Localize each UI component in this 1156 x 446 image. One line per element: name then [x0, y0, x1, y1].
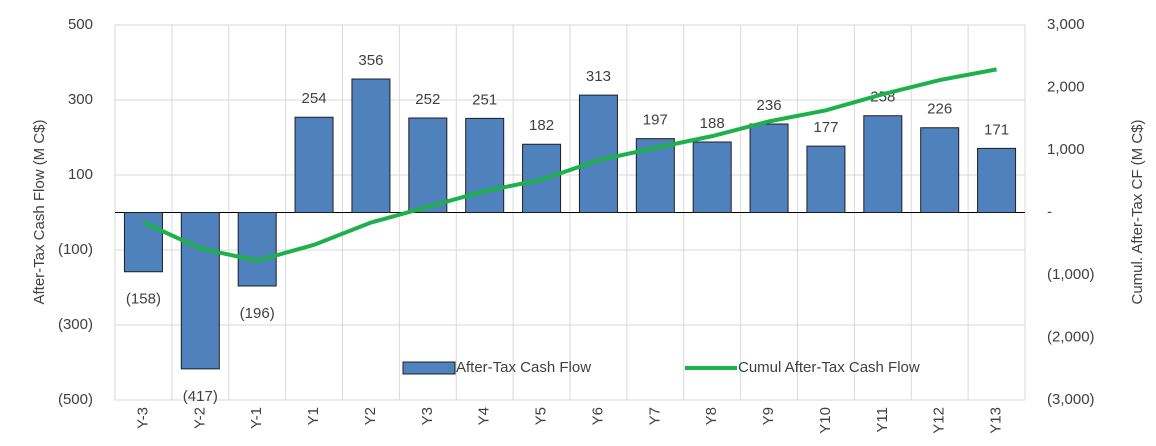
data-label: 197 [643, 112, 668, 129]
bar [294, 116, 334, 213]
bar [977, 147, 1017, 213]
x-tick-label: Y5 [533, 407, 550, 425]
x-tick-label: Y2 [362, 407, 379, 425]
y-tick-label: 500 [68, 16, 93, 33]
data-label: (196) [240, 305, 275, 322]
y2-tick-label: 1,000 [1047, 141, 1085, 158]
y2-tick-label: (1,000) [1047, 266, 1095, 283]
legend-swatch [402, 361, 456, 375]
x-tick-label: Y11 [874, 407, 891, 433]
x-tick-label: Y10 [817, 407, 834, 434]
data-label: 313 [586, 68, 611, 85]
x-tick-label: Y12 [931, 407, 948, 434]
bar [237, 212, 277, 287]
data-label: (417) [183, 388, 218, 405]
data-label: 226 [927, 101, 952, 118]
y2-tick-label: 3,000 [1047, 16, 1085, 33]
y-tick-label: 300 [68, 91, 93, 108]
data-label: 252 [415, 91, 440, 108]
bar [920, 127, 960, 213]
data-label: 356 [358, 52, 383, 69]
data-label: 188 [700, 115, 725, 132]
legend-label: After-Tax Cash Flow [456, 359, 591, 376]
y-axis-title: After-Tax Cash Flow (M C$) [31, 119, 48, 304]
data-label: (158) [126, 291, 161, 308]
bar [578, 94, 618, 213]
bar [749, 123, 789, 213]
y2-tick-label: (3,000) [1047, 391, 1095, 408]
legend-label: Cumul After-Tax Cash Flow [738, 359, 920, 376]
data-label: 171 [984, 121, 1009, 138]
x-tick-label: Y4 [476, 407, 493, 425]
y2-tick-label: 2,000 [1047, 78, 1085, 95]
bar [408, 117, 448, 213]
bar [806, 145, 846, 213]
x-tick-label: Y-1 [248, 407, 265, 429]
y-tick-label: (300) [58, 316, 93, 333]
y-tick-label: (500) [58, 391, 93, 408]
bar [863, 115, 903, 213]
data-label: 251 [472, 91, 497, 108]
data-label: 177 [813, 119, 838, 136]
bar [123, 212, 163, 273]
x-tick-label: Y13 [988, 407, 1005, 434]
y2-tick-label: - [1047, 203, 1052, 220]
x-tick-label: Y8 [703, 407, 720, 425]
x-tick-label: Y-2 [191, 407, 208, 429]
y2-tick-label: (2,000) [1047, 328, 1095, 345]
x-tick-label: Y7 [646, 407, 663, 425]
data-label: 254 [302, 90, 327, 107]
x-tick-label: Y6 [589, 407, 606, 425]
y-tick-label: (100) [58, 241, 93, 258]
x-tick-label: Y9 [760, 407, 777, 425]
x-tick-label: Y1 [305, 407, 322, 425]
y2-axis-title: Cumul. After-Tax CF (M C$) [1129, 119, 1146, 304]
data-label: 236 [757, 97, 782, 114]
bar [351, 78, 391, 213]
line [142, 67, 997, 263]
x-tick-label: Y3 [419, 407, 436, 425]
bar [180, 212, 220, 370]
data-label: 182 [529, 117, 554, 134]
bar [692, 141, 732, 213]
y-tick-label: 100 [68, 166, 93, 183]
x-tick-label: Y-3 [134, 407, 151, 429]
bar [465, 117, 505, 213]
